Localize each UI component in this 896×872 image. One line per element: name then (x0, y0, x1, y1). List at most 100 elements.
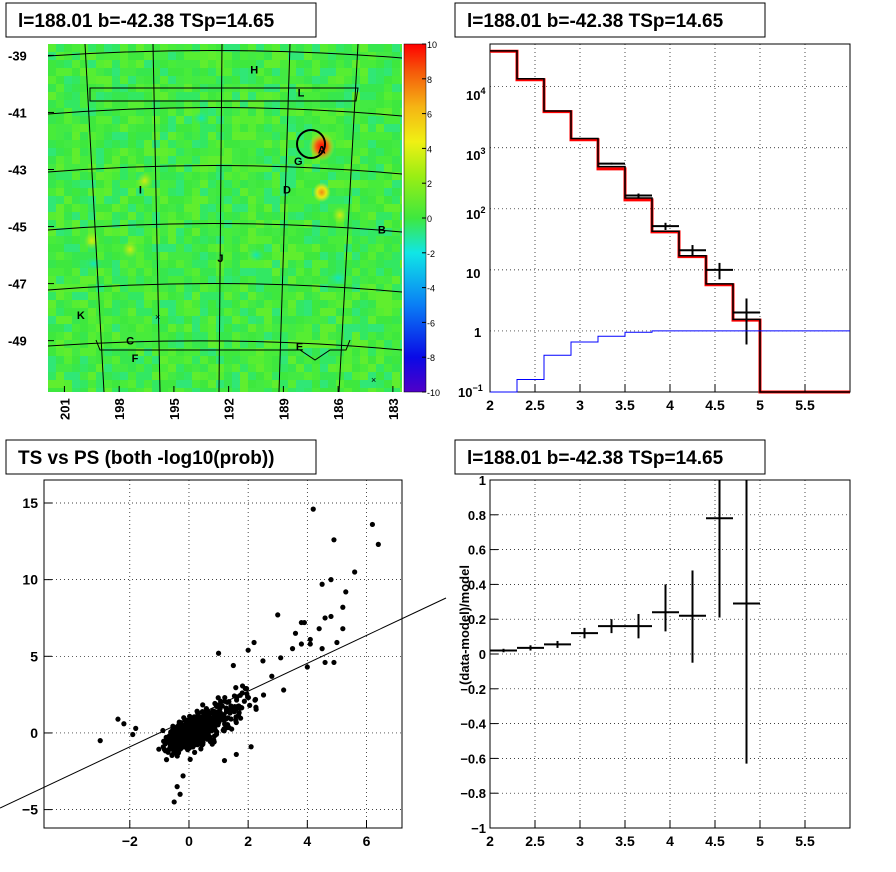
scatter-grid (44, 480, 402, 828)
map-pixel (368, 100, 376, 108)
map-pixel (376, 172, 384, 180)
map-pixel (312, 92, 320, 100)
map-pixel (360, 116, 368, 124)
map-pixel (192, 188, 200, 196)
map-pixel (272, 324, 280, 332)
scatter-point (278, 655, 284, 661)
map-pixel (48, 148, 56, 156)
palette-tick-label: 8 (427, 75, 432, 85)
map-pixel (192, 124, 200, 132)
map-pixel (48, 204, 56, 212)
map-pixel (200, 92, 208, 100)
map-pixel (312, 124, 320, 132)
scatter-point (322, 615, 328, 621)
scatter-point (178, 725, 184, 731)
map-pixel (152, 148, 160, 156)
map-pixel (264, 276, 272, 284)
scatter-point (328, 613, 334, 620)
map-pixel (328, 172, 336, 180)
map-pixel (104, 228, 112, 236)
map-pixel (96, 388, 104, 392)
scatter-point (233, 685, 239, 691)
map-pixel (360, 260, 368, 268)
map-pixel (200, 340, 208, 348)
map-pixel (312, 332, 320, 340)
x-tick-label: 2.5 (525, 397, 545, 413)
map-pixel (144, 100, 152, 108)
map-pixel (344, 116, 352, 124)
map-pixel (144, 316, 152, 324)
map-pixel (304, 284, 312, 292)
map-pixel (128, 92, 136, 100)
map-pixel (392, 164, 400, 172)
map-pixel (336, 116, 344, 124)
map-pixel (184, 340, 192, 348)
map-pixel (112, 180, 120, 188)
map-pixel (400, 220, 402, 228)
map-pixel (376, 300, 384, 308)
map-pixel (96, 188, 104, 196)
map-pixel (224, 188, 232, 196)
map-pixel (232, 356, 240, 364)
map-pixel (184, 172, 192, 180)
map-pixel (88, 220, 96, 228)
map-pixel (392, 124, 400, 132)
x-tick-label: 3.5 (615, 397, 635, 413)
map-pixel (200, 324, 208, 332)
map-pixel (296, 332, 304, 340)
scatter-point (203, 731, 210, 737)
map-pixel (48, 228, 56, 236)
map-pixel (176, 340, 184, 348)
map-pixel (400, 236, 402, 244)
map-pixel (80, 92, 88, 100)
map-pixel (336, 140, 344, 148)
map-pixel (48, 356, 56, 364)
map-pixel (352, 236, 360, 244)
map-pixel (384, 300, 392, 308)
map-pixel (192, 268, 200, 276)
map-pixel (176, 364, 184, 372)
scatter-point (316, 626, 322, 632)
map-pixel (168, 388, 176, 392)
map-pixel (304, 76, 312, 84)
map-pixel (160, 252, 168, 260)
map-pixel (400, 260, 402, 268)
map-pixel (224, 228, 232, 236)
map-pixel (144, 388, 152, 392)
map-pixel (216, 340, 224, 348)
map-pixel (112, 108, 120, 116)
map-pixel (80, 228, 88, 236)
map-pixel (72, 124, 80, 132)
map-pixel (120, 292, 128, 300)
map-pixel (64, 148, 72, 156)
map-pixel (336, 356, 344, 364)
map-pixel (352, 100, 360, 108)
map-pixel (208, 140, 216, 148)
map-pixel (312, 156, 320, 164)
map-pixel (56, 148, 64, 156)
map-pixel (400, 132, 402, 140)
map-pixel (48, 236, 56, 244)
map-pixel (232, 60, 240, 68)
map-pixel (384, 212, 392, 220)
map-pixel (312, 68, 320, 76)
map-pixel (144, 332, 152, 340)
y-tick-label: 0 (479, 647, 486, 662)
map-pixel (376, 364, 384, 372)
map-pixel (384, 380, 392, 388)
map-pixel (120, 68, 128, 76)
map-pixel (272, 92, 280, 100)
palette-tick-label: 6 (427, 110, 432, 120)
scatter-point (222, 694, 228, 701)
map-pixel (320, 332, 328, 340)
map-pixel (328, 252, 336, 260)
map-pixel (64, 180, 72, 188)
map-pixel (344, 68, 352, 76)
map-pixel (400, 252, 402, 260)
map-pixel (224, 196, 232, 204)
source-label-h: H (250, 65, 258, 77)
map-pixel (168, 108, 176, 116)
map-pixel (376, 140, 384, 148)
map-pixel (312, 300, 320, 308)
map-pixel (200, 372, 208, 380)
